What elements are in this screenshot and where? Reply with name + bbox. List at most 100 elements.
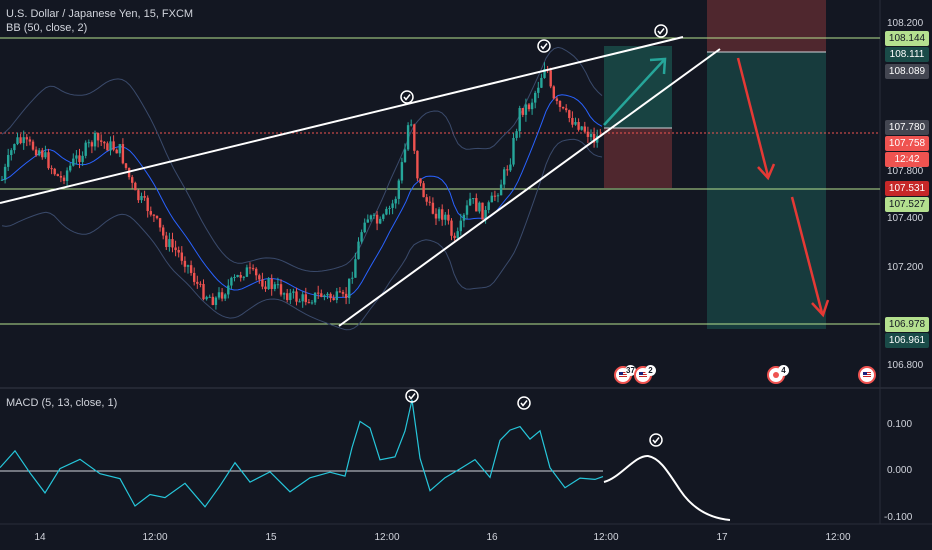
candle-body [425, 197, 428, 202]
candle-body [568, 110, 571, 119]
bb-lower-band [1, 138, 603, 331]
check-icon[interactable] [654, 24, 668, 38]
candle-body [124, 163, 128, 168]
time-tick: 16 [486, 532, 498, 543]
candle-body [385, 208, 388, 215]
candle-body [416, 150, 419, 179]
candle-body [410, 124, 413, 126]
bb-basis-line [1, 94, 603, 298]
us-flag-icon[interactable] [858, 366, 876, 384]
macd-line[interactable] [0, 399, 604, 508]
candle-body [450, 220, 453, 236]
candle-body [518, 107, 521, 132]
candle-body [437, 209, 441, 219]
macd-legend[interactable]: MACD (5, 13, close, 1) [6, 397, 118, 409]
macd-projection-curve[interactable] [603, 454, 731, 521]
candle-body [109, 141, 112, 151]
symbol-legend[interactable]: U.S. Dollar / Japanese Yen, 15, FXCM [6, 8, 194, 20]
time-tick: 12:00 [593, 532, 619, 543]
candle-body [506, 169, 509, 171]
candle-body [397, 180, 400, 199]
candle-body [456, 231, 459, 239]
short-stop-zone[interactable] [707, 0, 826, 52]
time-tick: 12:00 [374, 532, 400, 543]
bearish-arrow-2[interactable] [790, 196, 830, 318]
candle-body [162, 227, 165, 236]
candle-body [335, 291, 338, 300]
candle-body [158, 218, 162, 228]
bearish-arrow-1[interactable] [736, 57, 776, 181]
candle-body [413, 124, 416, 151]
lower-trendline[interactable] [338, 48, 721, 327]
macd-tick: 0.100 [887, 419, 913, 430]
candle-body [537, 87, 540, 93]
us-flag-icon[interactable]: 37 [614, 365, 636, 384]
check-icon[interactable] [517, 396, 531, 410]
candlesticks[interactable] [0, 62, 602, 310]
us-flag-icon[interactable]: 2 [634, 365, 656, 384]
candle-body [453, 235, 456, 239]
candle-body [25, 137, 28, 140]
candle-body [400, 162, 404, 181]
candle-body [388, 207, 391, 209]
candle-body [96, 133, 100, 141]
record-icon[interactable]: 4 [767, 365, 789, 384]
candle-body [472, 198, 475, 200]
candle-body [34, 149, 38, 156]
candle-body [31, 141, 35, 150]
candle-body [19, 137, 22, 144]
candle-body [344, 293, 348, 298]
candle-body [87, 142, 90, 144]
candle-body [183, 260, 187, 267]
candle-body [499, 184, 503, 196]
price-tick: 107.800 [887, 166, 924, 177]
candle-body [168, 239, 171, 247]
macd-pane[interactable] [0, 389, 880, 524]
candle-body [530, 102, 534, 110]
bollinger-bands [1, 46, 603, 331]
candle-body [112, 141, 115, 150]
check-icon[interactable] [649, 433, 663, 447]
candle-body [360, 232, 363, 242]
candle-body [527, 104, 531, 110]
event-count-badge: 4 [778, 365, 789, 376]
candle-body [419, 178, 422, 184]
candle-body [282, 293, 286, 295]
candle-body [258, 275, 261, 280]
candle-body [13, 144, 16, 151]
candle-body [490, 195, 493, 203]
bb-legend[interactable]: BB (50, close, 2) [6, 22, 88, 34]
candle-body [441, 209, 444, 220]
upper-trendline[interactable] [0, 36, 684, 204]
candle-body [326, 293, 329, 296]
candle-body [366, 219, 369, 223]
candle-body [242, 276, 245, 278]
candle-body [261, 279, 264, 287]
candle-body [481, 202, 484, 220]
check-icon[interactable] [537, 39, 551, 53]
price-tick: 107.200 [887, 262, 924, 273]
check-icon[interactable] [405, 389, 419, 403]
candle-body [341, 292, 345, 294]
candle-body [543, 69, 546, 78]
candle-body [332, 298, 335, 300]
candle-body [338, 291, 342, 293]
short-target-zone[interactable] [707, 52, 826, 329]
level-price-label: 106.978 [885, 317, 929, 332]
candle-body [264, 286, 267, 289]
risk-zone-red[interactable] [604, 128, 672, 188]
bullish-arrow[interactable] [603, 57, 667, 126]
candle-body [515, 131, 518, 138]
candle-body [270, 278, 273, 289]
check-icon[interactable] [400, 90, 414, 104]
time-tick: 14 [34, 532, 46, 543]
candle-body [251, 268, 255, 270]
candle-body [512, 137, 515, 165]
price-tick: 107.400 [887, 213, 924, 224]
candle-body [478, 202, 481, 212]
candle-body [7, 155, 10, 167]
candle-body [434, 213, 438, 219]
candle-body [571, 118, 574, 125]
candle-body [248, 267, 252, 269]
